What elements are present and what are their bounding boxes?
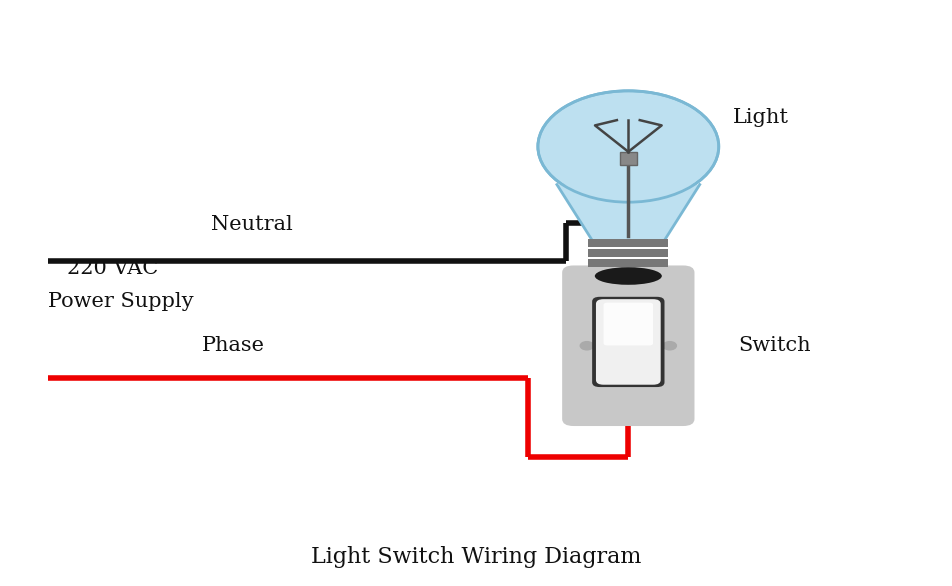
Text: Power Supply: Power Supply xyxy=(48,292,193,311)
Circle shape xyxy=(663,342,676,350)
FancyBboxPatch shape xyxy=(596,299,661,385)
Circle shape xyxy=(538,91,719,202)
Text: Light Switch Wiring Diagram: Light Switch Wiring Diagram xyxy=(310,546,642,568)
Text: Switch: Switch xyxy=(738,336,810,355)
Ellipse shape xyxy=(595,267,662,285)
Text: Light: Light xyxy=(733,108,789,127)
Polygon shape xyxy=(557,185,700,240)
Bar xyxy=(588,249,668,257)
Bar xyxy=(588,259,668,267)
Text: 220 VAC: 220 VAC xyxy=(67,260,158,278)
Bar xyxy=(620,152,637,165)
FancyBboxPatch shape xyxy=(562,265,695,426)
Text: Phase: Phase xyxy=(202,336,265,355)
FancyBboxPatch shape xyxy=(592,297,664,387)
Circle shape xyxy=(581,342,594,350)
Bar xyxy=(588,239,668,247)
Text: Neutral: Neutral xyxy=(211,216,293,234)
FancyBboxPatch shape xyxy=(604,302,653,346)
